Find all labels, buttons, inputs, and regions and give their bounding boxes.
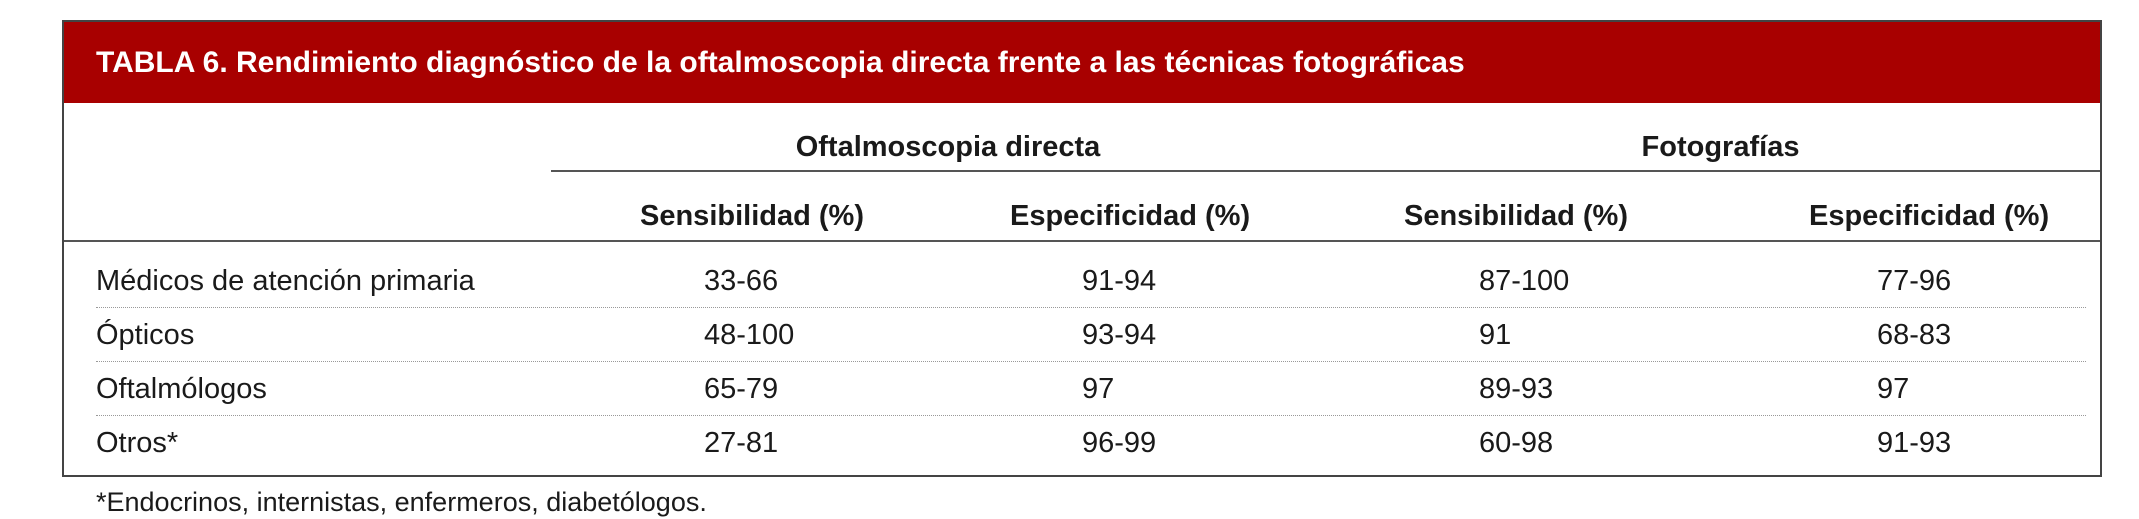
table-row: Médicos de atención primaria 33-66 91-94…: [64, 254, 2100, 308]
table-title: TABLA 6. Rendimiento diagnóstico de la o…: [64, 22, 2100, 103]
table-cell: 65-79: [704, 373, 779, 405]
table-footnote: *Endocrinos, internistas, enfermeros, di…: [96, 487, 707, 517]
table-cell: 27-81: [704, 427, 779, 459]
table-cell: 97: [1082, 373, 1115, 405]
group-header-oftalmoscopia: Oftalmoscopia directa: [795, 131, 1101, 163]
row-divider: [96, 361, 2086, 362]
table-cell: 87-100: [1479, 265, 1570, 297]
table-cell: 91-93: [1877, 427, 1952, 459]
diagnostic-performance-table: TABLA 6. Rendimiento diagnóstico de la o…: [62, 20, 2102, 477]
group-divider-rule: [551, 170, 2100, 172]
table-cell: 68-83: [1877, 319, 1952, 351]
table-cell: 48-100: [704, 319, 795, 351]
row-divider: [96, 415, 2086, 416]
table-cell: 97: [1877, 373, 1910, 405]
column-header-oft-sensibilidad: Sensibilidad (%): [640, 200, 864, 232]
table-cell: 91: [1479, 319, 1512, 351]
table-row: Oftalmólogos 65-79 97 89-93 97: [64, 362, 2100, 416]
table-row: Ópticos 48-100 93-94 91 68-83: [64, 308, 2100, 362]
table-cell: 33-66: [704, 265, 779, 297]
column-header-foto-sensibilidad: Sensibilidad (%): [1404, 200, 1628, 232]
table-cell: 91-94: [1082, 265, 1157, 297]
table-cell: 96-99: [1082, 427, 1157, 459]
table-cell: 77-96: [1877, 265, 1952, 297]
row-label: Médicos de atención primaria: [96, 265, 475, 297]
table-cell: 89-93: [1479, 373, 1554, 405]
group-header-fotografias: Fotografías: [1641, 131, 1800, 163]
header-divider-rule: [64, 240, 2100, 242]
table-row: Otros* 27-81 96-99 60-98 91-93: [64, 416, 2100, 470]
row-label: Oftalmólogos: [96, 373, 267, 405]
column-header-foto-especificidad: Especificidad (%): [1809, 200, 2050, 232]
row-label: Otros*: [96, 427, 179, 459]
row-divider: [96, 307, 2086, 308]
column-header-oft-especificidad: Especificidad (%): [1010, 200, 1251, 232]
table-cell: 93-94: [1082, 319, 1157, 351]
table-cell: 60-98: [1479, 427, 1554, 459]
row-label: Ópticos: [96, 319, 195, 351]
